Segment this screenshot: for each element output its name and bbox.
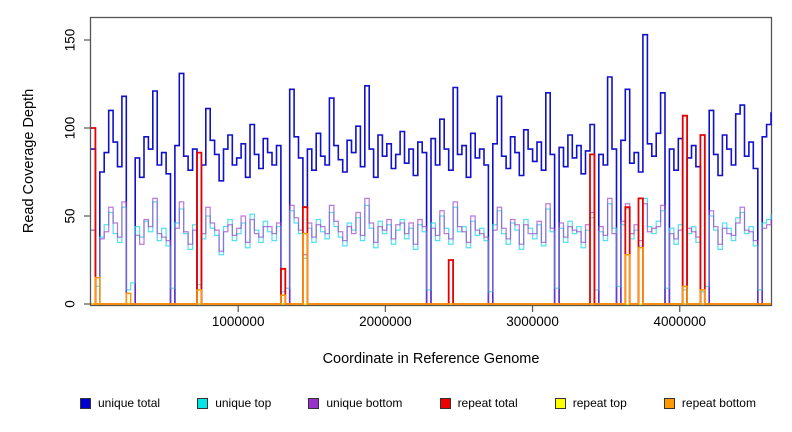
series-repeat-bottom: [91, 232, 771, 305]
legend: unique total unique top unique bottom re…: [80, 396, 756, 410]
plot-box: [89, 16, 773, 307]
legend-item-unique-bottom: unique bottom: [308, 396, 402, 410]
series-unique-total: [91, 33, 772, 305]
legend-label: repeat total: [457, 396, 518, 410]
legend-item-repeat-total: repeat total: [439, 396, 518, 410]
legend-label: repeat top: [572, 396, 627, 410]
unique-bottom-swatch-icon: [308, 397, 320, 409]
x-tick-label: 2000000: [359, 314, 412, 329]
y-tick-label: 100: [62, 116, 78, 140]
y-tick-label: 50: [62, 208, 78, 224]
repeat-top-swatch-icon: [554, 397, 566, 409]
legend-item-unique-top: unique top: [197, 396, 271, 410]
unique-top-swatch-icon: [197, 397, 209, 409]
legend-item-unique-total: unique total: [80, 396, 160, 410]
legend-item-repeat-bottom: repeat bottom: [663, 396, 756, 410]
x-tick-label: 3000000: [506, 314, 559, 329]
repeat-bottom-swatch-icon: [663, 397, 675, 409]
y-tick-label: 0: [62, 300, 78, 308]
repeat-total-swatch-icon: [439, 397, 451, 409]
series-unique-bottom: [91, 197, 772, 305]
x-axis-title: Coordinate in Reference Genome: [322, 351, 540, 367]
y-tick-label: 150: [62, 28, 78, 52]
legend-label: unique total: [98, 396, 161, 410]
x-tick-label: 1000000: [211, 314, 265, 329]
legend-label: repeat bottom: [681, 396, 756, 410]
unique-total-swatch-icon: [80, 397, 91, 409]
y-axis-title: Read Coverage Depth: [21, 88, 37, 234]
legend-label: unique top: [215, 396, 272, 410]
legend-item-repeat-top: repeat top: [554, 396, 627, 410]
legend-label: unique bottom: [326, 396, 403, 410]
x-tick-label: 4000000: [653, 314, 707, 329]
